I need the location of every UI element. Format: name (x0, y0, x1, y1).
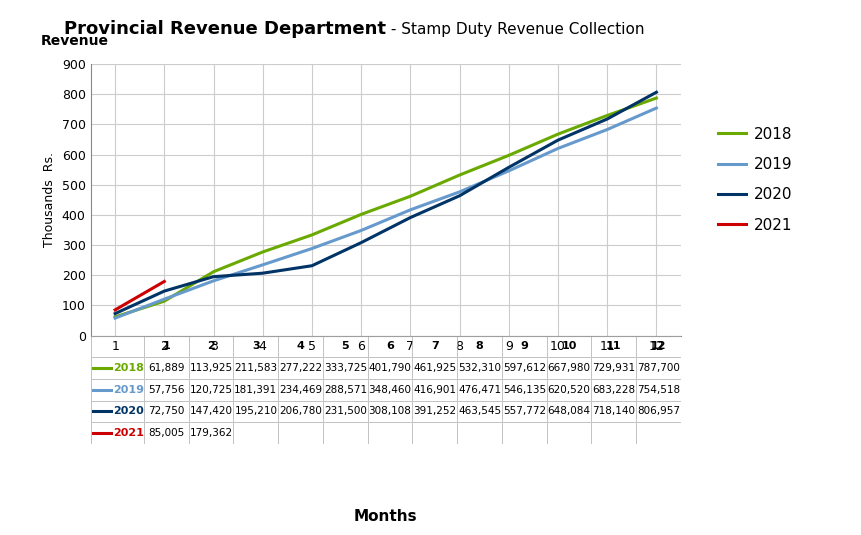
Text: 463,545: 463,545 (457, 407, 500, 416)
Text: 2018: 2018 (113, 363, 144, 373)
Text: 461,925: 461,925 (412, 363, 455, 373)
Text: 181,391: 181,391 (234, 385, 277, 395)
Text: 416,901: 416,901 (413, 385, 455, 395)
Text: Months: Months (354, 509, 417, 524)
Text: 3: 3 (251, 341, 259, 351)
Legend: 2018, 2019, 2020, 2021: 2018, 2019, 2020, 2021 (711, 121, 797, 239)
Text: 288,571: 288,571 (324, 385, 367, 395)
Text: 10: 10 (561, 341, 576, 351)
Text: 476,471: 476,471 (457, 385, 500, 395)
Text: 2: 2 (207, 341, 214, 351)
Text: 147,420: 147,420 (189, 407, 232, 416)
Text: 234,469: 234,469 (279, 385, 322, 395)
Text: 401,790: 401,790 (369, 363, 411, 373)
Text: 211,583: 211,583 (234, 363, 277, 373)
Text: 557,772: 557,772 (502, 407, 545, 416)
Text: 333,725: 333,725 (324, 363, 367, 373)
Text: 57,756: 57,756 (148, 385, 184, 395)
Text: 6: 6 (386, 341, 393, 351)
Text: 9: 9 (520, 341, 528, 351)
Text: 667,980: 667,980 (547, 363, 590, 373)
Text: 391,252: 391,252 (412, 407, 455, 416)
Text: 308,108: 308,108 (369, 407, 411, 416)
Text: 718,140: 718,140 (592, 407, 635, 416)
Text: 231,500: 231,500 (324, 407, 366, 416)
Text: 206,780: 206,780 (279, 407, 322, 416)
Text: 546,135: 546,135 (502, 385, 545, 395)
Text: 620,520: 620,520 (547, 385, 590, 395)
Text: 683,228: 683,228 (592, 385, 635, 395)
Text: 787,700: 787,700 (636, 363, 679, 373)
Text: 113,925: 113,925 (189, 363, 232, 373)
Text: 8: 8 (475, 341, 483, 351)
Text: 277,222: 277,222 (279, 363, 322, 373)
Text: 2021: 2021 (113, 428, 144, 438)
Text: - Stamp Duty Revenue Collection: - Stamp Duty Revenue Collection (386, 22, 643, 37)
Text: 1: 1 (162, 341, 170, 351)
Text: 5: 5 (341, 341, 349, 351)
Text: 532,310: 532,310 (457, 363, 500, 373)
Text: 12: 12 (650, 341, 666, 351)
Text: 806,957: 806,957 (636, 407, 679, 416)
Text: 597,612: 597,612 (502, 363, 545, 373)
Text: 729,931: 729,931 (592, 363, 635, 373)
Text: 85,005: 85,005 (148, 428, 184, 438)
Text: Provincial Revenue Department: Provincial Revenue Department (64, 20, 386, 39)
Text: Revenue: Revenue (40, 34, 108, 48)
Text: 61,889: 61,889 (148, 363, 184, 373)
Text: 754,518: 754,518 (636, 385, 679, 395)
Text: 11: 11 (605, 341, 621, 351)
Text: 120,725: 120,725 (189, 385, 232, 395)
Text: 648,084: 648,084 (547, 407, 590, 416)
Text: 4: 4 (296, 341, 304, 351)
Text: 2019: 2019 (113, 385, 144, 395)
Text: 348,460: 348,460 (369, 385, 411, 395)
Text: 195,210: 195,210 (234, 407, 277, 416)
Text: 179,362: 179,362 (189, 428, 232, 438)
Text: 7: 7 (430, 341, 438, 351)
Text: 2020: 2020 (113, 407, 144, 416)
Y-axis label: Thousands  Rs.: Thousands Rs. (43, 152, 56, 247)
Text: 72,750: 72,750 (148, 407, 184, 416)
